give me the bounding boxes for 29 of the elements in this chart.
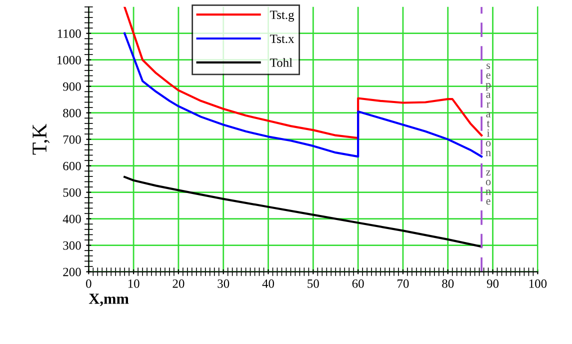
x-tick-label: 90	[486, 279, 499, 288]
x-axis-title: X,mm	[88, 294, 129, 306]
legend-label: Tst.g	[270, 10, 294, 22]
y-tick-label: 200	[63, 268, 81, 276]
y-axis-title: T,K	[32, 124, 50, 155]
y-tick-label: 600	[63, 162, 81, 170]
legend-label: Tohl	[270, 58, 292, 67]
y-tick-label: 400	[62, 214, 81, 224]
y-tick-label: 900	[63, 82, 81, 91]
x-tick-label: 30	[218, 279, 230, 288]
y-tick-label: 1100	[58, 29, 81, 38]
line-series	[124, 176, 483, 248]
x-tick-label: 100	[529, 279, 547, 288]
y-tick-label: 700	[63, 135, 81, 144]
x-tick-label: 10	[128, 279, 140, 288]
x-tick-label: 20	[172, 279, 184, 288]
y-tick-label: 300	[63, 241, 81, 250]
x-tick-label: 50	[308, 279, 319, 288]
y-tick-label: 800	[63, 108, 81, 118]
x-tick-label: 80	[442, 279, 454, 288]
x-tick-label: 70	[398, 279, 409, 288]
line-series	[124, 32, 483, 158]
x-tick-label: 0	[86, 279, 92, 288]
x-tick-label: 60	[352, 279, 364, 288]
x-tick-label: 40	[262, 279, 274, 288]
y-tick-label: 500	[63, 188, 81, 197]
legend-label: Tst.x	[270, 34, 294, 44]
line-series	[124, 6, 483, 140]
y-tick-label: 1000	[57, 56, 81, 64]
